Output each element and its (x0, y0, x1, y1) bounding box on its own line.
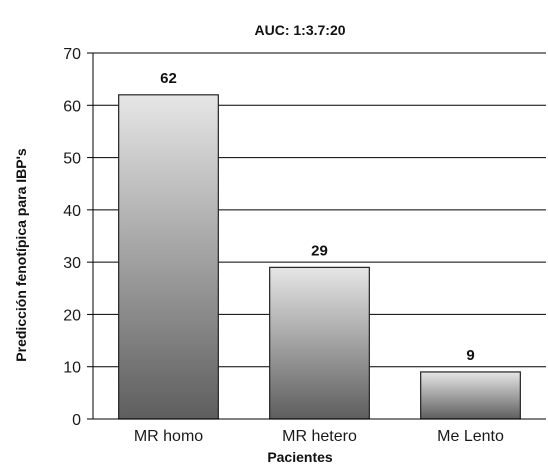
y-tick-label-40: 40 (63, 203, 81, 220)
y-tick-label-60: 60 (63, 98, 81, 115)
x-tick-labels: MR homo MR hetero Me Lento (134, 428, 504, 445)
y-axis-title: Predicción fenotípica para IBP's (13, 148, 29, 362)
y-tick-label-20: 20 (63, 307, 81, 324)
bar-me-lento (420, 371, 521, 420)
x-tick-label-me-lento: Me Lento (437, 428, 504, 445)
chart-title: AUC: 1:3.7:20 (254, 22, 345, 38)
x-tick-label-mr-homo: MR homo (134, 428, 203, 445)
bar-mr-hetero (269, 266, 370, 420)
y-tick-labels: 0 10 20 30 40 50 60 70 (63, 46, 81, 429)
y-tick-label-70: 70 (63, 46, 81, 63)
x-axis-title: Pacientes (267, 449, 333, 465)
bar-mr-homo (118, 94, 219, 420)
y-tick-label-10: 10 (63, 360, 81, 377)
data-labels: 62 29 9 (160, 70, 475, 364)
y-tick-label-30: 30 (63, 255, 81, 272)
data-label-me-lento: 9 (466, 347, 474, 364)
data-label-mr-homo: 62 (160, 70, 177, 87)
axes (87, 52, 546, 420)
y-tick-label-0: 0 (72, 412, 81, 429)
data-label-mr-hetero: 29 (311, 242, 328, 259)
y-tick-label-50: 50 (63, 151, 81, 168)
x-tick-label-mr-hetero: MR hetero (282, 428, 357, 445)
